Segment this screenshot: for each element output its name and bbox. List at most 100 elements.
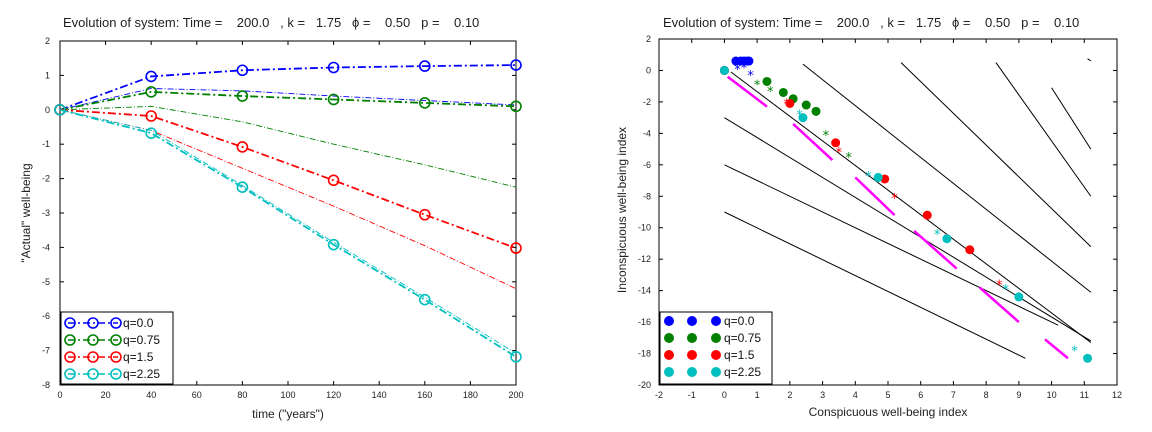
left-x-tick-label: 0 bbox=[57, 390, 62, 400]
left-series-thin-line bbox=[59, 109, 517, 290]
left-series-thin-line bbox=[59, 109, 517, 354]
right-x-tick-label: 6 bbox=[918, 390, 923, 400]
right-series: ***************** bbox=[719, 56, 1093, 363]
right-y-tick-label: -6 bbox=[643, 160, 651, 170]
right-iso-line bbox=[724, 164, 1059, 326]
left-series-marker bbox=[327, 174, 340, 187]
left-series-thin-line bbox=[59, 88, 517, 111]
right-y-ticks: 2 0 -2 -4 -6 -8 -10 -12 -14 -16 -18 -20 bbox=[638, 34, 1117, 390]
left-y-tick-label: -5 bbox=[42, 277, 50, 287]
left-x-tick-label: 160 bbox=[417, 390, 432, 400]
right-star-marker: * bbox=[934, 228, 941, 243]
left-series-marker bbox=[236, 90, 249, 102]
left-y-tick-label: -8 bbox=[42, 380, 50, 390]
left-legend-marker bbox=[110, 351, 122, 363]
left-series-thin-line bbox=[59, 105, 517, 188]
right-iso-line bbox=[730, 71, 1092, 343]
right-dot-marker bbox=[811, 106, 821, 116]
right-x-tick-label: 0 bbox=[722, 390, 727, 400]
left-series-marker bbox=[327, 93, 340, 106]
right-dot-marker bbox=[762, 76, 772, 86]
right-legend-marker bbox=[664, 316, 674, 326]
left-y-tick-label: 0 bbox=[45, 105, 50, 115]
right-star-marker: * bbox=[734, 63, 741, 78]
right-x-tick-label: 7 bbox=[951, 390, 956, 400]
left-legend-marker bbox=[110, 334, 122, 346]
right-star-marker: * bbox=[747, 69, 754, 84]
right-segments bbox=[726, 75, 1069, 360]
right-dot-marker bbox=[831, 138, 841, 148]
left-series-marker bbox=[236, 64, 249, 77]
left-x-ticks: 0 20 40 60 80 100 120 140 160 180 200 bbox=[57, 41, 524, 400]
right-star-marker: * bbox=[836, 146, 843, 161]
left-series-marker bbox=[510, 59, 522, 71]
left-series-line bbox=[59, 108, 517, 358]
right-segment bbox=[792, 123, 834, 162]
right-dot-marker bbox=[965, 245, 975, 255]
left-y-tick-label: -6 bbox=[42, 311, 50, 321]
left-legend-marker bbox=[87, 317, 99, 329]
right-iso-line bbox=[995, 62, 1092, 197]
left-series-marker bbox=[418, 60, 431, 72]
left-y-tick-label: -4 bbox=[42, 242, 50, 252]
right-dot-marker bbox=[785, 98, 795, 108]
left-series-marker bbox=[510, 350, 522, 363]
right-x-tick-label: -1 bbox=[688, 390, 696, 400]
right-segment bbox=[978, 286, 1020, 324]
left-series-marker bbox=[145, 127, 157, 139]
right-segment bbox=[1044, 338, 1069, 360]
right-legend: q=0.0 q=0.75 q=1.5 q=2.25 bbox=[659, 311, 773, 385]
right-y-tick-label: 0 bbox=[646, 65, 651, 75]
right-chart-title: Evolution of system: Time = 200.0 , k = … bbox=[663, 15, 1079, 30]
right-segment bbox=[726, 75, 768, 108]
right-legend-marker bbox=[664, 333, 674, 343]
right-iso-line bbox=[724, 117, 1092, 342]
right-dot-marker bbox=[942, 234, 952, 244]
right-dot-marker bbox=[778, 87, 788, 97]
right-star-marker: * bbox=[754, 79, 761, 94]
left-series-line bbox=[59, 108, 517, 249]
right-legend-label: q=2.25 bbox=[724, 365, 761, 379]
left-legend-marker bbox=[110, 368, 122, 380]
right-legend-label: q=0.0 bbox=[724, 314, 755, 328]
right-star-marker: * bbox=[741, 61, 748, 76]
right-y-tick-label: -16 bbox=[638, 317, 651, 327]
left-legend-marker bbox=[64, 368, 76, 380]
left-series bbox=[54, 59, 522, 363]
right-legend-marker bbox=[687, 333, 697, 343]
left-series-marker bbox=[54, 104, 66, 116]
left-series-marker bbox=[418, 97, 431, 109]
left-x-tick-label: 40 bbox=[146, 390, 156, 400]
left-legend-marker bbox=[87, 334, 99, 346]
right-iso-line bbox=[1087, 58, 1092, 62]
right-star-marker: * bbox=[1071, 344, 1078, 359]
left-x-label: time ("years") bbox=[252, 407, 324, 421]
right-y-label: Inconspicuous well-being index bbox=[615, 127, 629, 293]
left-x-tick-label: 80 bbox=[237, 390, 247, 400]
right-y-tick-label: -20 bbox=[638, 380, 651, 390]
right-legend-label: q=0.75 bbox=[724, 331, 761, 345]
left-series-line bbox=[59, 64, 517, 111]
right-legend-marker bbox=[664, 350, 674, 360]
right-star-marker: * bbox=[996, 278, 1003, 293]
left-x-tick-label: 60 bbox=[192, 390, 202, 400]
left-legend-marker bbox=[87, 368, 99, 380]
left-legend-items: q=0.0 q=0.75 q=1.5 q=2.25 bbox=[64, 316, 160, 381]
right-star-marker: * bbox=[767, 85, 774, 100]
left-series-marker bbox=[418, 208, 431, 221]
left-legend-marker bbox=[110, 317, 122, 329]
right-legend-marker bbox=[687, 367, 697, 377]
left-series-marker bbox=[145, 70, 157, 83]
left-series-marker bbox=[236, 141, 249, 153]
right-x-tick-label: 10 bbox=[1047, 390, 1057, 400]
left-chart-title: Evolution of system: Time = 200.0 , k = … bbox=[63, 15, 479, 30]
right-x-tick-label: 3 bbox=[820, 390, 825, 400]
left-y-ticks: 2 1 0 -1 -2 -3 -4 -5 -6 -7 -8 bbox=[42, 36, 516, 390]
left-series-marker bbox=[418, 293, 431, 306]
right-x-tick-label: 5 bbox=[885, 390, 890, 400]
right-legend-marker bbox=[711, 350, 721, 360]
left-series-marker bbox=[327, 61, 340, 74]
right-star-marker: * bbox=[865, 170, 872, 185]
left-legend: q=0.0 q=0.75 q=1.5 q=2.25 bbox=[60, 311, 174, 385]
